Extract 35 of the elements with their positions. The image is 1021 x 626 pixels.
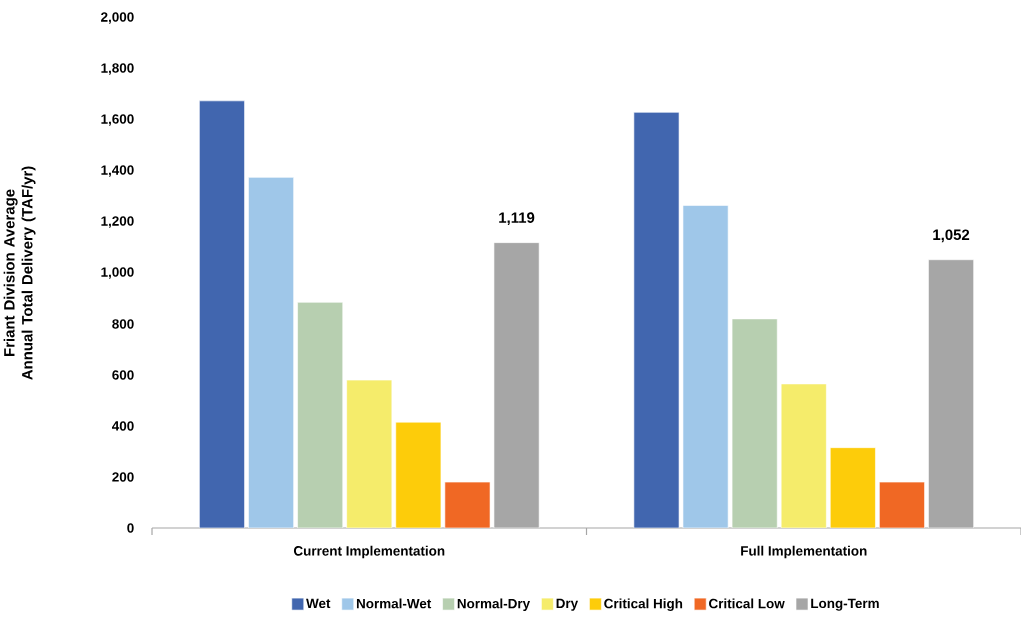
y-tick-label: 600	[112, 370, 134, 380]
legend-label: Long-Term	[811, 598, 879, 611]
legend-label: Normal-Dry	[457, 598, 531, 612]
y-tick-label: 2,000	[101, 12, 134, 24]
y-tick-label: 1,800	[101, 63, 134, 75]
legend-label: Dry	[556, 598, 579, 611]
y-tick-label: 0	[127, 523, 134, 533]
y-tick-label: 1,600	[101, 114, 134, 126]
legend-label: Normal-Wet	[356, 598, 432, 609]
y-tick-label: 1,200	[101, 216, 134, 228]
legend-label: Critical Low	[709, 598, 785, 609]
y-tick-label: 200	[112, 472, 134, 482]
bar	[248, 177, 294, 528]
bar	[731, 318, 778, 528]
bar	[682, 205, 729, 528]
y-tick-label: 400	[112, 421, 134, 431]
legend-label: Wet	[306, 598, 331, 609]
bar	[346, 379, 393, 528]
legend-label: Critical High	[604, 598, 683, 612]
bar	[829, 447, 876, 528]
data-label: 1,052	[933, 229, 970, 243]
bar	[780, 383, 827, 528]
y-tick-label: 1,400	[101, 165, 134, 177]
y-tick-label: 800	[112, 319, 134, 329]
x-tick-label: Full Implementation	[741, 545, 867, 559]
bar	[297, 302, 344, 528]
y-axis-title: Friant Division Average Annual Total Delivery (TAF/yr)	[3, 166, 36, 380]
bar	[444, 481, 491, 528]
bar	[199, 100, 245, 528]
bar	[395, 421, 442, 528]
y-tick-label: 1,000	[101, 267, 134, 279]
bar	[879, 481, 925, 528]
x-tick-label: Current Implementation	[293, 545, 445, 559]
bar	[633, 112, 680, 528]
data-label: 1,119	[499, 212, 535, 226]
